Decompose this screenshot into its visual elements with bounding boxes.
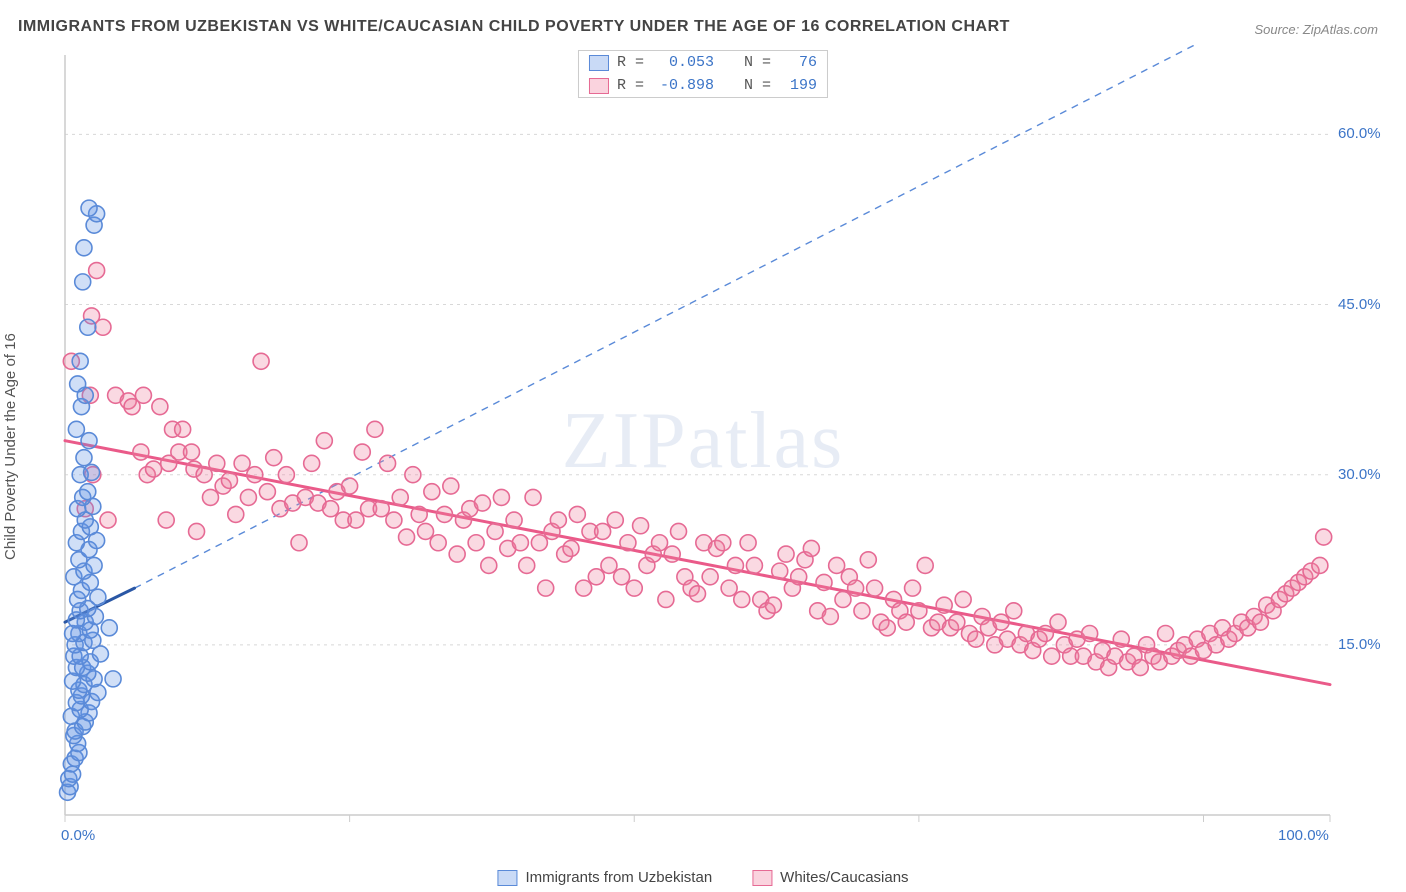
y-tick-label: 60.0% [1338, 125, 1381, 142]
legend-r-label: R = [617, 77, 644, 94]
y-tick-label: 15.0% [1338, 636, 1381, 653]
x-tick-label: 100.0% [1278, 827, 1329, 844]
legend-n-value: 199 [779, 77, 817, 94]
y-axis-label: Child Poverty Under the Age of 16 [2, 333, 19, 560]
series-legend: Immigrants from Uzbekistan Whites/Caucas… [497, 869, 908, 886]
legend-n-label: N = [744, 54, 771, 71]
chart-title: IMMIGRANTS FROM UZBEKISTAN VS WHITE/CAUC… [18, 18, 1010, 36]
legend-n-label: N = [744, 77, 771, 94]
legend-item-pink: Whites/Caucasians [752, 869, 908, 886]
legend-swatch-pink [589, 78, 609, 94]
legend-n-value: 76 [779, 54, 817, 71]
x-tick-label: 0.0% [61, 827, 95, 844]
legend-swatch-pink [752, 870, 772, 886]
legend-item-blue: Immigrants from Uzbekistan [497, 869, 712, 886]
legend-r-value: 0.053 [652, 54, 714, 71]
y-tick-label: 30.0% [1338, 466, 1381, 483]
legend-r-label: R = [617, 54, 644, 71]
legend-label: Whites/Caucasians [780, 869, 908, 886]
source-attribution: Source: ZipAtlas.com [1254, 22, 1378, 37]
correlation-legend: R = 0.053 N = 76 R = -0.898 N = 199 [578, 50, 828, 98]
legend-r-value: -0.898 [652, 77, 714, 94]
scatter-chart [55, 45, 1390, 855]
legend-label: Immigrants from Uzbekistan [525, 869, 712, 886]
y-tick-label: 45.0% [1338, 296, 1381, 313]
legend-row-blue: R = 0.053 N = 76 [579, 51, 827, 74]
legend-swatch-blue [497, 870, 517, 886]
legend-row-pink: R = -0.898 N = 199 [579, 74, 827, 97]
legend-swatch-blue [589, 55, 609, 71]
